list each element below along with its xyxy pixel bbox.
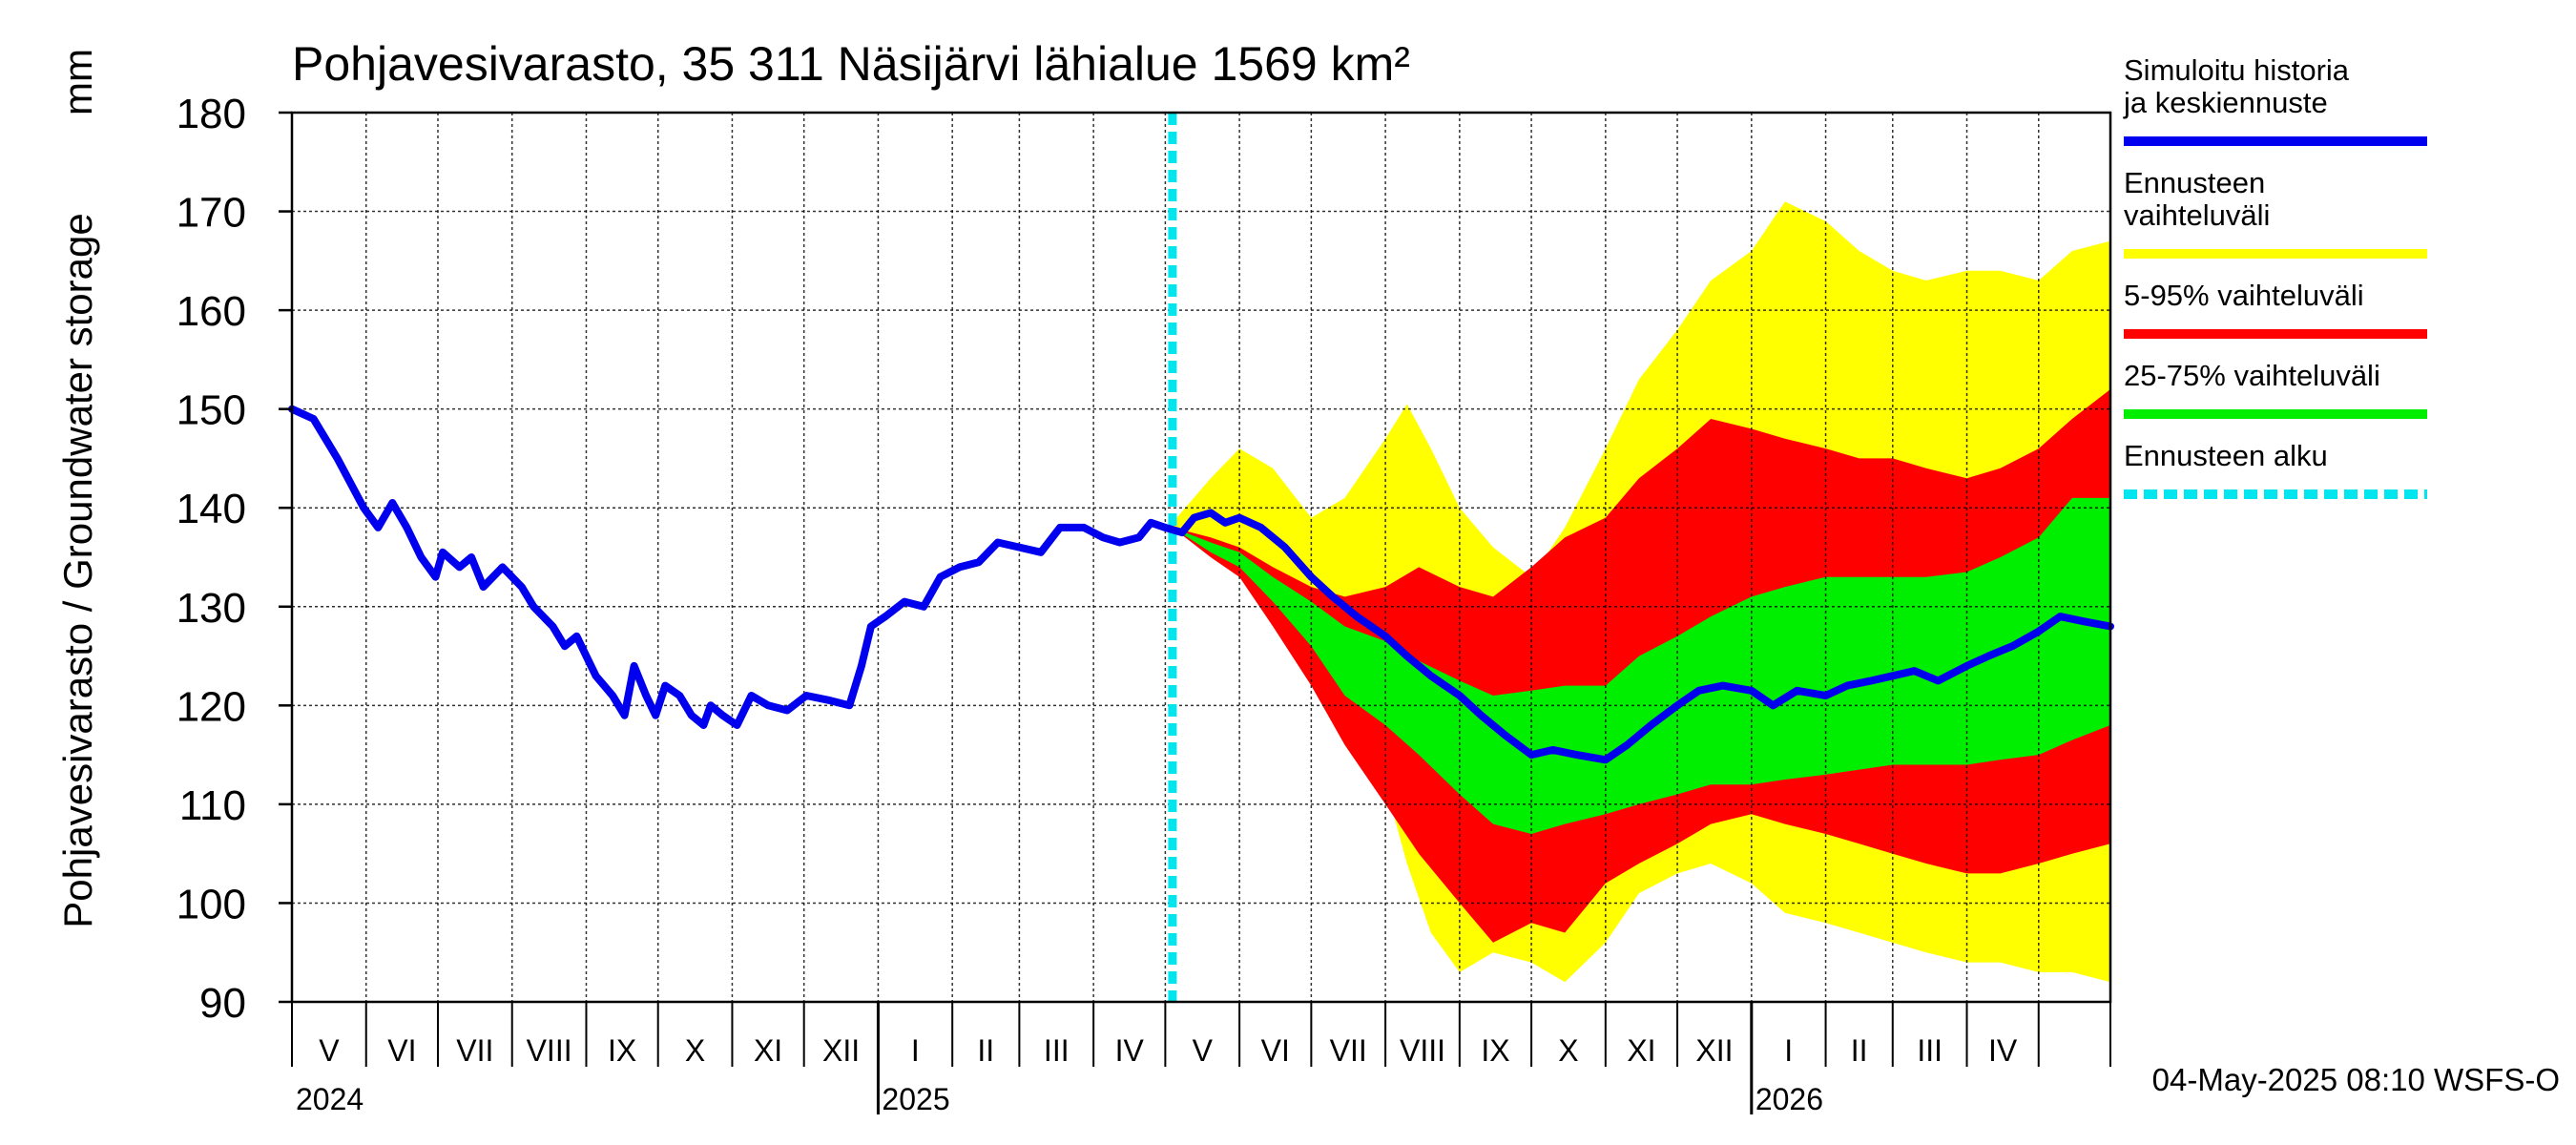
- x-month-label: VIII: [527, 1033, 572, 1068]
- x-month-label: XII: [822, 1033, 860, 1068]
- x-month-label: V: [1193, 1033, 1214, 1068]
- x-month-label: III: [1917, 1033, 1942, 1068]
- history-and-median-line-group: [288, 405, 2114, 764]
- x-month-label: VI: [387, 1033, 416, 1068]
- x-month-label: I: [1784, 1033, 1793, 1068]
- y-tick-label: 90: [199, 980, 246, 1027]
- y-tick-label: 120: [177, 683, 246, 730]
- x-year-label: 2025: [882, 1082, 949, 1116]
- legend-label: ja keskiennuste: [2123, 86, 2328, 119]
- y-tick-label: 160: [177, 288, 246, 335]
- legend-label: vaihteluväli: [2124, 198, 2270, 232]
- y-tick-label: 100: [177, 881, 246, 927]
- x-month-label: VII: [1330, 1033, 1367, 1068]
- x-month-label: X: [1558, 1033, 1578, 1068]
- x-month-label: I: [911, 1033, 920, 1068]
- chart-title: Pohjavesivarasto, 35 311 Näsijärvi lähia…: [292, 37, 1410, 91]
- x-axis-months: V VI VII VIII IX X XI XII I II III IV V VI VII VIII IX X X…: [291, 1002, 2111, 1116]
- x-month-label: IV: [1988, 1033, 2018, 1068]
- x-month-label: X: [685, 1033, 705, 1068]
- x-month-label: XI: [754, 1033, 782, 1068]
- y-tick-label: 130: [177, 585, 246, 632]
- x-month-label: XI: [1627, 1033, 1655, 1068]
- legend-label: Simuloitu historia: [2124, 53, 2350, 87]
- x-month-label: IX: [608, 1033, 636, 1068]
- x-month-label: VII: [456, 1033, 493, 1068]
- plot-border: [290, 111, 2112, 1004]
- y-axis-label: Pohjavesivarasto / Groundwater storage: [55, 213, 100, 927]
- x-month-label: VI: [1261, 1033, 1290, 1068]
- legend-label: Ennusteen alku: [2124, 439, 2328, 472]
- x-month-label: IV: [1115, 1033, 1145, 1068]
- y-tick-label: 110: [179, 782, 246, 829]
- x-month-label: XII: [1695, 1033, 1733, 1068]
- y-axis-ticks: 90 100 110 120 130 140 150 160 170 180: [177, 91, 292, 1027]
- y-axis-unit: mm: [55, 49, 100, 115]
- legend-label: 25-75% vaihteluväli: [2124, 359, 2380, 392]
- legend-label: Ennusteen: [2124, 166, 2265, 199]
- x-month-label: V: [319, 1033, 340, 1068]
- grid-lines: [292, 113, 2110, 1002]
- y-tick-label: 150: [177, 387, 246, 434]
- x-month-label: IX: [1481, 1033, 1509, 1068]
- y-tick-label: 140: [177, 486, 246, 532]
- x-month-label: VIII: [1400, 1033, 1445, 1068]
- forecast-bands: [1172, 201, 2110, 983]
- y-tick-label: 180: [177, 91, 246, 137]
- median-line: [288, 405, 2114, 764]
- band-area-3: [1172, 497, 2110, 834]
- x-year-label: 2024: [296, 1082, 364, 1116]
- legend-label: 5-95% vaihteluväli: [2124, 279, 2364, 312]
- timestamp-footer: 04-May-2025 08:10 WSFS-O: [2152, 1062, 2560, 1097]
- plot-frame: [290, 111, 2112, 1004]
- x-year-label: 2026: [1755, 1082, 1823, 1116]
- x-month-label: II: [977, 1033, 994, 1068]
- x-month-label: III: [1044, 1033, 1070, 1068]
- x-month-label: II: [1851, 1033, 1868, 1068]
- y-tick-label: 170: [177, 190, 246, 237]
